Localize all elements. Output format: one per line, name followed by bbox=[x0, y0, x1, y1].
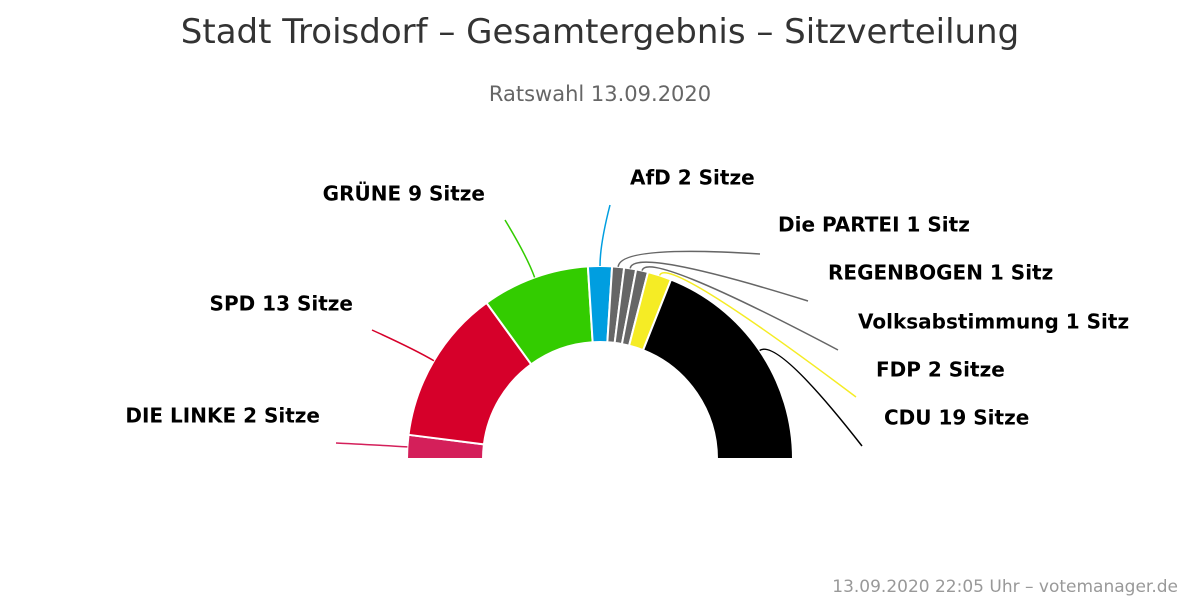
label-cdu: CDU 19 Sitze bbox=[884, 406, 1029, 430]
connector-volksabstimmung bbox=[641, 266, 839, 351]
connector-grune bbox=[504, 219, 536, 278]
connector-cdu bbox=[759, 348, 863, 447]
chart-title: Stadt Troisdorf – Gesamtergebnis – Sitzv… bbox=[180, 12, 1020, 52]
connector-die-linke bbox=[335, 442, 408, 448]
chart-subtitle: Ratswahl 13.09.2020 bbox=[488, 82, 712, 106]
slice-cdu[interactable] bbox=[641, 278, 795, 460]
label-regenbogen: REGENBOGEN 1 Sitz bbox=[828, 261, 1053, 285]
connector-regenbogen bbox=[629, 261, 809, 302]
label-spd: SPD 13 Sitze bbox=[210, 292, 353, 316]
label-die-linke: DIE LINKE 2 Sitze bbox=[125, 404, 320, 428]
connector-spd bbox=[371, 329, 435, 362]
credit-footer[interactable]: 13.09.2020 22:05 Uhr – votemanager.de bbox=[832, 577, 1178, 597]
label-die-partei: Die PARTEI 1 Sitz bbox=[778, 213, 970, 237]
label-grune: GRÜNE 9 Sitze bbox=[323, 182, 485, 206]
connector-fdp bbox=[658, 272, 857, 398]
connector-die-partei bbox=[617, 250, 761, 268]
label-fdp: FDP 2 Sitze bbox=[876, 358, 1005, 382]
connector-afd bbox=[599, 204, 611, 267]
label-afd: AfD 2 Sitze bbox=[630, 166, 755, 190]
label-volksabstimmung: Volksabstimmung 1 Sitz bbox=[858, 310, 1129, 334]
